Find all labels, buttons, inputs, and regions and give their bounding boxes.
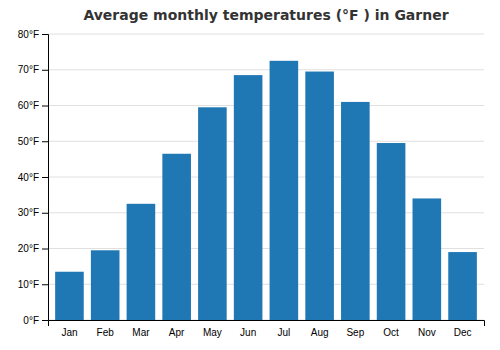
y-axis: 0°F 10°F 20°F 30°F 40°F 50°F 60°F 70°F 80°F [18, 29, 49, 326]
x-tick: Dec [454, 327, 472, 338]
tick-label: Apr [169, 327, 185, 338]
axis-line [49, 321, 485, 327]
tick-label: Nov [418, 327, 436, 338]
y-tick: 80°F [18, 29, 48, 40]
tick-label: 60°F [18, 100, 39, 111]
tick-mark [42, 320, 48, 321]
x-tick: Feb [97, 327, 115, 338]
tick-label: Jul [277, 327, 290, 338]
tick-label: Oct [383, 327, 399, 338]
tick-label: 10°F [18, 279, 39, 290]
y-tick: 20°F [18, 243, 48, 254]
tick-mark [42, 141, 48, 142]
tick-label: Dec [454, 327, 472, 338]
tick-label: Mar [132, 327, 150, 338]
grid-line [48, 69, 484, 70]
tick-mark [42, 284, 48, 285]
tick-label: May [203, 327, 222, 338]
bar [448, 252, 477, 320]
grid-line [48, 141, 484, 142]
y-tick: 70°F [18, 64, 48, 75]
bar [91, 250, 120, 320]
tick-label: 50°F [18, 136, 39, 147]
grid-line [48, 34, 484, 35]
y-tick: 60°F [18, 100, 48, 111]
bar [341, 102, 370, 320]
x-tick: Mar [132, 327, 150, 338]
x-tick: Sep [346, 327, 364, 338]
tick-mark [42, 106, 48, 107]
tick-label: 80°F [18, 29, 39, 40]
plot-area: 0°F 10°F 20°F 30°F 40°F 50°F 60°F 70°F 80°F Jan Fe… [18, 29, 485, 338]
tick-mark [42, 34, 48, 35]
tick-mark [42, 177, 48, 178]
tick-label: Jan [61, 327, 77, 338]
tick-label: 70°F [18, 64, 39, 75]
bar [55, 272, 84, 320]
y-tick: 50°F [18, 136, 48, 147]
y-tick: 30°F [18, 207, 48, 218]
bar [127, 204, 156, 320]
x-tick: Nov [418, 327, 436, 338]
bar [234, 75, 263, 320]
x-tick: Jul [277, 327, 290, 338]
bars [55, 61, 477, 320]
tick-label: Sep [346, 327, 364, 338]
tick-label: 40°F [18, 172, 39, 183]
tick-label: Feb [97, 327, 115, 338]
grid-line [48, 105, 484, 106]
y-tick: 10°F [18, 279, 48, 290]
x-tick: Aug [311, 327, 329, 338]
x-tick: May [203, 327, 222, 338]
axis-line [42, 35, 49, 321]
grid [48, 34, 484, 320]
x-tick: Jun [240, 327, 256, 338]
tick-mark [42, 249, 48, 250]
tick-label: Jun [240, 327, 256, 338]
title: Average monthly temperatures (°F ) in Ga… [83, 7, 448, 23]
tick-mark [42, 213, 48, 214]
bar [198, 107, 227, 320]
y-tick: 0°F [23, 315, 48, 326]
tick-label: 30°F [18, 207, 39, 218]
x-tick: Oct [383, 327, 399, 338]
y-tick: 40°F [18, 172, 48, 183]
tick-label: Aug [311, 327, 329, 338]
bar [162, 154, 191, 320]
chart-container: 0°F 10°F 20°F 30°F 40°F 50°F 60°F 70°F 80°F Jan Fe… [0, 0, 500, 350]
grid-line [48, 177, 484, 178]
x-axis: Jan Feb Mar Apr May Jun Jul Aug Sep Oct Nov Dec [49, 321, 485, 339]
x-tick: Jan [61, 327, 77, 338]
tick-label: 20°F [18, 243, 39, 254]
tick-label: 0°F [23, 315, 39, 326]
bar [305, 72, 334, 320]
bar [270, 61, 299, 320]
bar [413, 198, 442, 320]
bar [377, 143, 406, 320]
chart-svg: 0°F 10°F 20°F 30°F 40°F 50°F 60°F 70°F 80°F Jan Fe… [0, 0, 500, 350]
tick-mark [42, 70, 48, 71]
x-tick: Apr [169, 327, 185, 338]
